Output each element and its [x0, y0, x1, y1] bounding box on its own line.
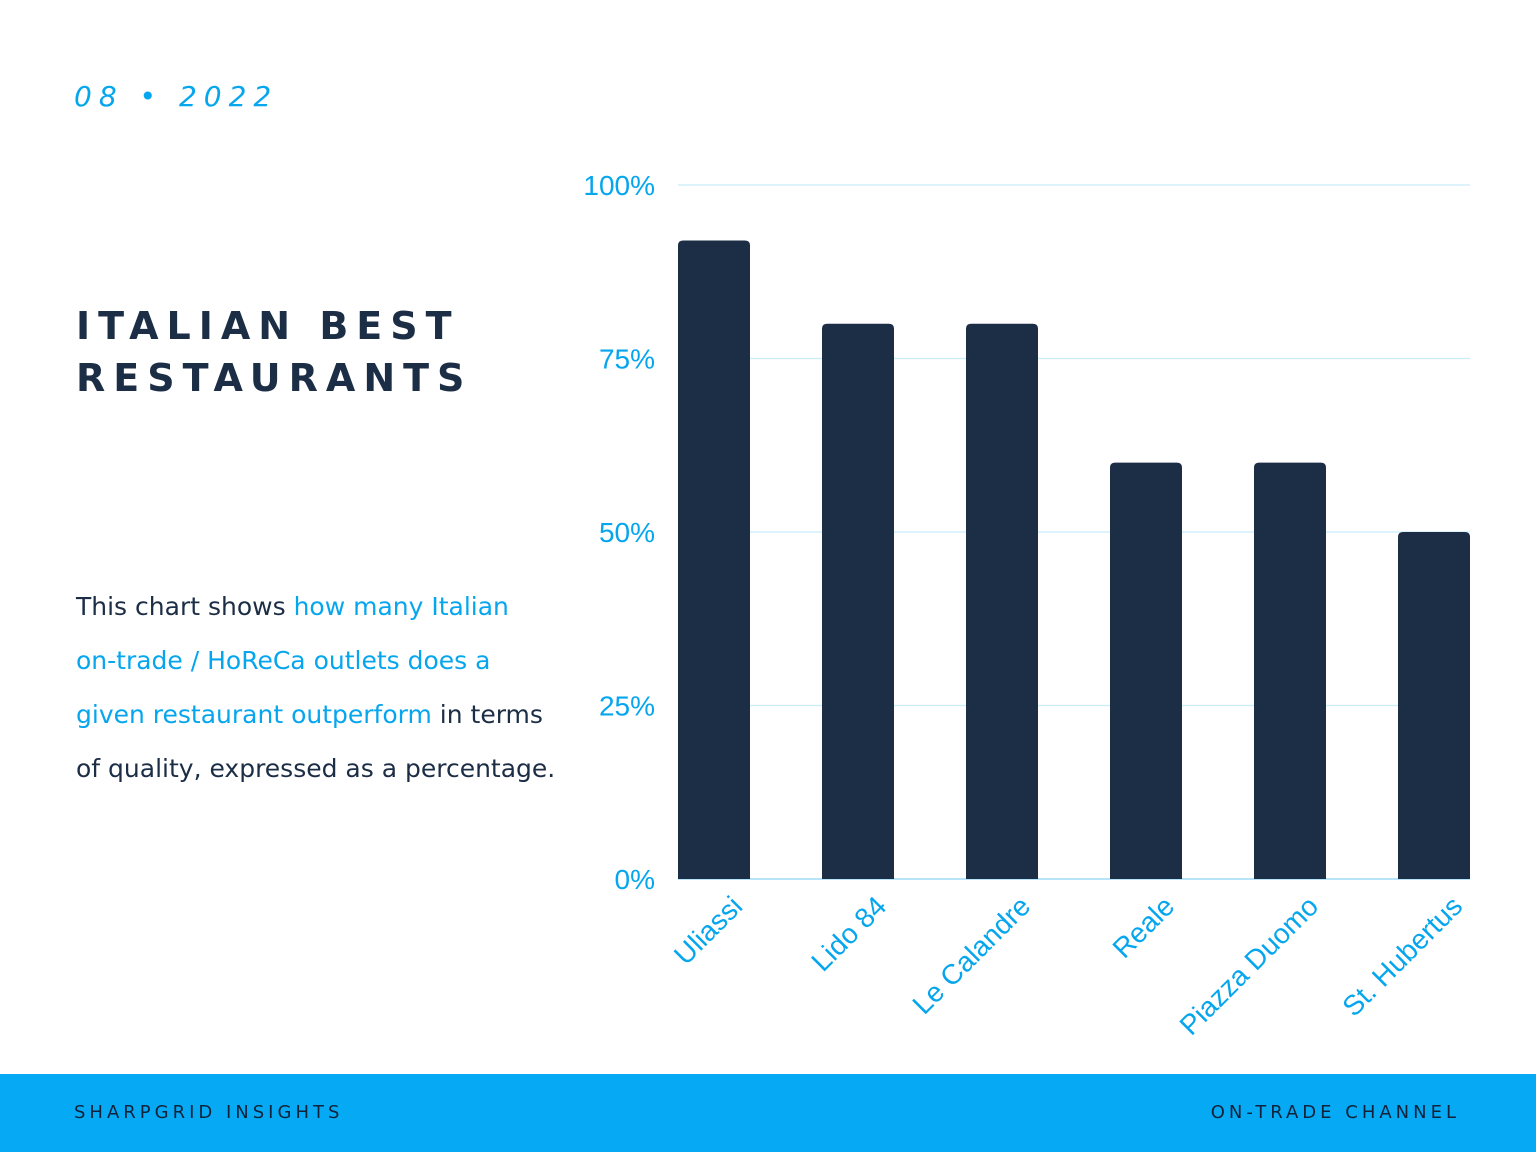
y-tick-label: 50%: [599, 517, 655, 548]
description-text-1: This chart shows: [76, 592, 294, 621]
x-tick-label: Lido 84: [805, 890, 892, 977]
x-tick-label: Reale: [1107, 890, 1181, 964]
y-axis-ticks: 0% 25% 50% 75% 100%: [583, 170, 655, 895]
brand-label: SHARPGRID INSIGHTS: [74, 1102, 344, 1123]
bar: [1110, 462, 1182, 879]
chart-gridlines: [678, 184, 1470, 880]
x-tick-label: Le Calandre: [906, 890, 1036, 1020]
title-line-1: ITALIAN BEST: [76, 304, 460, 348]
bar-chart: 0% 25% 50% 75% 100% Uliassi Lido 84 Le Calandr…: [583, 170, 1470, 1041]
description-text-2: in terms of quality, expressed as a perc…: [76, 700, 556, 783]
y-tick-label: 25%: [599, 691, 655, 722]
title-line-2: RESTAURANTS: [76, 356, 473, 400]
channel-label: ON-TRADE CHANNEL: [1210, 1102, 1460, 1123]
bar: [1254, 462, 1326, 879]
x-tick-label: St. Hubertus: [1336, 890, 1468, 1022]
bar: [822, 323, 894, 879]
y-tick-label: 0%: [615, 864, 655, 895]
bar: [966, 323, 1038, 879]
y-tick-label: 100%: [583, 170, 655, 201]
report-date: 08 • 2022: [74, 80, 279, 113]
bar: [678, 240, 750, 879]
x-tick-label: Piazza Duomo: [1174, 890, 1325, 1041]
description-highlight: how many Italian on-trade / HoReCa outle…: [76, 592, 509, 729]
bar: [1398, 532, 1470, 879]
chart-description: This chart shows how many Italian on-tra…: [76, 580, 556, 796]
footer-bar: SHARPGRID INSIGHTS ON-TRADE CHANNEL: [0, 1074, 1536, 1152]
page-title: ITALIAN BEST RESTAURANTS: [76, 300, 556, 404]
chart-bars: [678, 240, 1470, 879]
y-tick-label: 75%: [599, 344, 655, 375]
x-tick-label: Uliassi: [668, 890, 748, 970]
